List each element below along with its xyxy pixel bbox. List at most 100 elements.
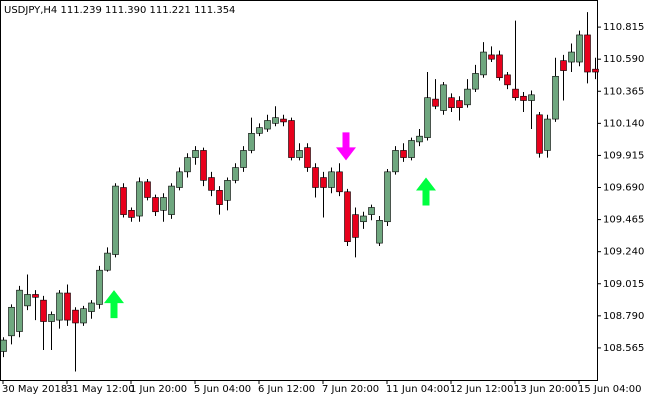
candle-body [432, 98, 439, 107]
y-tick-label: 108.790 [603, 311, 644, 322]
candle-body [384, 171, 391, 223]
y-tick-label: 110.815 [603, 22, 644, 33]
candle-body [504, 74, 511, 86]
candle-body [224, 180, 231, 201]
y-tick-label: 110.365 [603, 86, 644, 97]
candle-body [304, 147, 311, 168]
x-tick-label: 6 Jun 12:00 [258, 384, 315, 395]
candle-body [496, 54, 503, 79]
candle-body [32, 294, 39, 298]
candle-body [352, 214, 359, 238]
buy-arrow [416, 177, 436, 206]
candle-body [168, 185, 175, 215]
candle-body [216, 190, 223, 205]
candle-body [568, 51, 575, 63]
sell-arrow [336, 132, 356, 161]
candle-body [312, 167, 319, 188]
candle-body [104, 252, 111, 271]
candle-body [96, 269, 103, 305]
candle-body [0, 339, 7, 352]
candle-body [256, 127, 263, 134]
y-tick-label: 109.465 [603, 215, 644, 226]
candle-body [520, 95, 527, 101]
candle-body [80, 308, 87, 324]
candle-body [584, 34, 591, 73]
candle-body [152, 197, 159, 213]
candle-body [528, 94, 535, 101]
candle-body [440, 84, 447, 111]
candle-body [376, 220, 383, 244]
candle-body [336, 171, 343, 193]
buy-arrow [104, 290, 124, 319]
candle-body [368, 207, 375, 215]
candle-body [464, 88, 471, 106]
candle-body [392, 150, 399, 173]
x-tick-label: 7 Jun 20:00 [322, 384, 379, 395]
candle-body [288, 120, 295, 158]
candle-body [56, 292, 63, 321]
candle-body [320, 177, 327, 188]
candle-body [176, 171, 183, 188]
candle-body [408, 140, 415, 158]
candle-body [88, 302, 95, 312]
candle-body [416, 135, 423, 143]
candle-body [552, 75, 559, 120]
candle-body [448, 97, 455, 108]
candle-body [200, 150, 207, 181]
candle-body [472, 73, 479, 90]
candle-body [128, 210, 135, 218]
x-tick-label: 15 Jun 04:00 [578, 384, 642, 395]
candle-body [64, 292, 71, 321]
x-tick-label: 1 Jun 20:00 [130, 384, 187, 395]
candle-body [360, 215, 367, 223]
y-tick-label: 110.140 [603, 118, 644, 129]
plot-frame [0, 0, 598, 381]
candle-body [184, 157, 191, 173]
candle-body [296, 150, 303, 158]
candle-body [40, 299, 47, 322]
candle-body [232, 167, 239, 181]
candle-body [248, 133, 255, 151]
candle-body [400, 150, 407, 158]
candle-body [536, 114, 543, 154]
candle-body [424, 97, 431, 138]
candle-body [120, 187, 127, 215]
candle-body [264, 120, 271, 130]
x-tick-label: 30 May 2018 [2, 384, 67, 395]
y-tick-label: 108.565 [603, 343, 644, 354]
x-tick-label: 13 Jun 20:00 [514, 384, 578, 395]
candle-body [208, 177, 215, 191]
candle-body [272, 117, 279, 124]
y-tick-label: 110.590 [603, 54, 644, 65]
x-tick-label: 12 Jun 12:00 [450, 384, 514, 395]
y-tick-label: 109.915 [603, 150, 644, 161]
x-tick-label: 31 May 12:00 [66, 384, 135, 395]
candle-body [328, 171, 335, 188]
candle-body [192, 150, 199, 158]
candle-body [112, 185, 119, 255]
candle-body [72, 309, 79, 324]
candle-body [16, 289, 23, 332]
candle-body [560, 60, 567, 71]
candle-body [160, 197, 167, 211]
candle-body [488, 54, 495, 60]
chart-title: USDJPY,H4 111.239 111.390 111.221 111.35… [4, 5, 235, 16]
candle-body [240, 150, 247, 168]
candle-body [344, 191, 351, 242]
x-tick-label: 11 Jun 04:00 [386, 384, 450, 395]
candle-body [592, 68, 599, 73]
x-tick-label: 5 Jun 04:00 [194, 384, 251, 395]
y-tick-label: 109.690 [603, 183, 644, 194]
candle-body [576, 34, 583, 63]
y-tick-label: 109.240 [603, 247, 644, 258]
candle-body [144, 181, 151, 198]
candle-body [480, 51, 487, 76]
candle-body [512, 88, 519, 98]
candle-body [544, 118, 551, 151]
candle-body [136, 181, 143, 217]
candle-body [48, 314, 55, 322]
candle-body [456, 100, 463, 108]
candle-body [8, 306, 15, 337]
candle-body [280, 118, 287, 123]
